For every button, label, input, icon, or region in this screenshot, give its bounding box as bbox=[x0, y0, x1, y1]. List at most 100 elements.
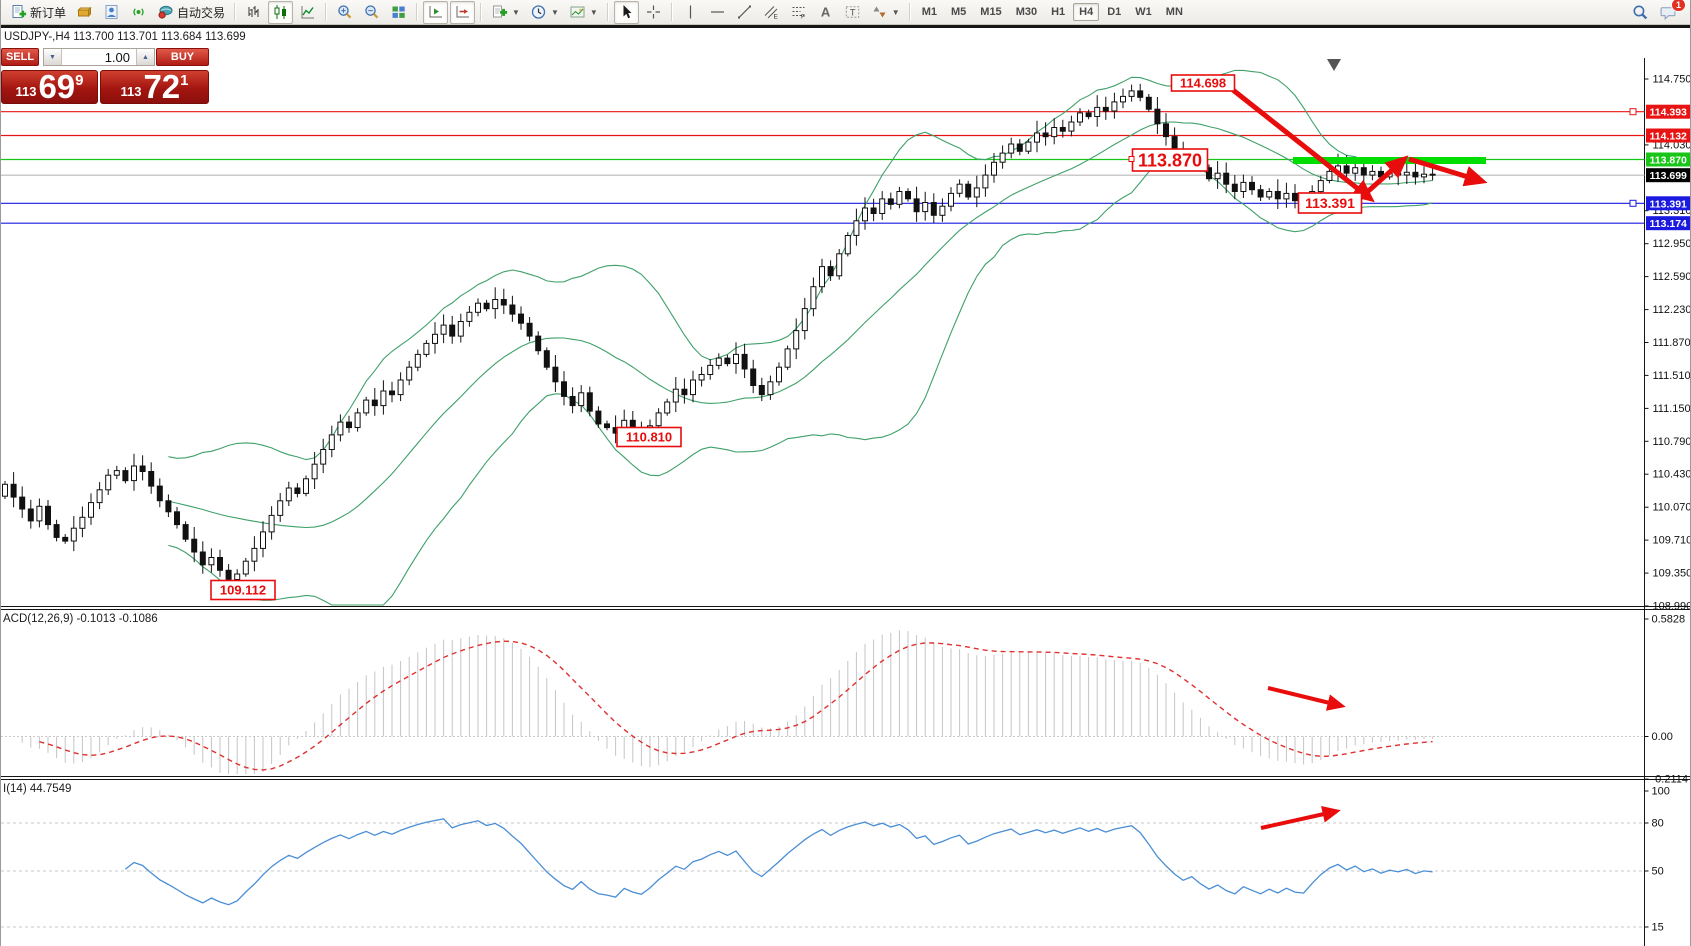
volume-increase-button[interactable]: ▲ bbox=[136, 49, 154, 65]
toolbar: 新订单 自动交易 ▼ ▼ ▼ E F A T ▼ M1 M5 M15 M30 H1 H4 D1 W1 MN 1 bbox=[1, 0, 1690, 25]
zoom-out-button[interactable] bbox=[359, 1, 384, 24]
chevron-down-icon[interactable]: ▼ bbox=[891, 7, 900, 17]
text-tool[interactable]: A bbox=[813, 1, 838, 24]
fibonacci-tool[interactable]: F bbox=[786, 1, 811, 24]
svg-text:112.230: 112.230 bbox=[1653, 304, 1691, 316]
trendline-tool[interactable] bbox=[732, 1, 757, 24]
svg-text:113.391: 113.391 bbox=[1650, 198, 1688, 210]
arrows-tool[interactable]: ▼ bbox=[867, 1, 904, 24]
label-tool[interactable]: T bbox=[840, 1, 865, 24]
toolbar-separator bbox=[416, 3, 419, 21]
svg-text:80: 80 bbox=[1652, 818, 1664, 830]
chart-window-button[interactable] bbox=[72, 1, 97, 24]
svg-text:114.132: 114.132 bbox=[1650, 131, 1688, 143]
chart-shift-button[interactable] bbox=[423, 0, 449, 24]
timeframe-D1-button[interactable]: D1 bbox=[1107, 6, 1122, 18]
candlesticks bbox=[2, 83, 1436, 595]
toolbar-separator bbox=[325, 3, 328, 21]
notification-badge: 1 bbox=[1670, 0, 1686, 12]
toolbar-separator bbox=[480, 3, 483, 21]
search-icon bbox=[1633, 5, 1648, 19]
svg-text:110.810: 110.810 bbox=[626, 430, 672, 445]
horizontal-line-tool[interactable] bbox=[705, 1, 730, 24]
svg-text:111.510: 111.510 bbox=[1653, 370, 1691, 382]
periods-menu[interactable]: ▼ bbox=[526, 1, 563, 24]
svg-text:112.950: 112.950 bbox=[1653, 238, 1691, 250]
buy-price-sup: 1 bbox=[180, 72, 189, 89]
buy-price-prefix: 113 bbox=[120, 84, 142, 99]
channel-tool[interactable]: E bbox=[759, 1, 784, 24]
price-axis[interactable]: 114.750114.030113.310112.950112.590112.2… bbox=[1644, 74, 1691, 613]
notifications-button[interactable]: 1 bbox=[1655, 0, 1686, 24]
timeframe-M30-button[interactable]: M30 bbox=[1015, 6, 1038, 18]
toolbar-separator bbox=[908, 3, 911, 21]
buy-price-big: 72 bbox=[143, 68, 181, 105]
timeframe-M15-button[interactable]: M15 bbox=[980, 6, 1002, 18]
svg-text:109.710: 109.710 bbox=[1653, 535, 1691, 547]
template-icon bbox=[570, 6, 585, 18]
panel-borders bbox=[1, 58, 1690, 946]
svg-text:108.990: 108.990 bbox=[1653, 601, 1691, 613]
bollinger-bands bbox=[168, 69, 1433, 606]
sell-price-prefix: 113 bbox=[15, 84, 37, 99]
candlestick-chart-button[interactable] bbox=[268, 0, 294, 24]
toolbar-separator bbox=[670, 3, 673, 21]
templates-menu[interactable]: ▼ bbox=[565, 1, 602, 24]
timeframe-M1-button[interactable]: M1 bbox=[921, 6, 937, 18]
sell-quote-panel[interactable]: 113 69 9 bbox=[1, 70, 98, 104]
line-chart-icon bbox=[301, 6, 315, 19]
chevron-down-icon[interactable]: ▼ bbox=[512, 7, 520, 17]
chart-canvas[interactable]: 114.750 114.030 113.310 112.950 112.590 112.2… bbox=[1, 28, 1691, 946]
svg-text:15: 15 bbox=[1652, 922, 1664, 934]
zoom-in-button[interactable] bbox=[332, 1, 357, 24]
tile-windows-button[interactable] bbox=[386, 1, 411, 24]
buy-button[interactable]: BUY bbox=[156, 48, 209, 66]
toolbar-separator bbox=[606, 3, 609, 21]
profile-button[interactable] bbox=[99, 1, 124, 24]
text-icon: A bbox=[821, 5, 831, 20]
crosshair-tool[interactable] bbox=[641, 1, 666, 24]
buy-quote-panel[interactable]: 113 72 1 bbox=[100, 70, 209, 104]
auto-scroll-button[interactable] bbox=[450, 0, 476, 24]
timeframe-M5-button[interactable]: M5 bbox=[951, 6, 967, 18]
trend-arrows[interactable] bbox=[1231, 88, 1488, 830]
new-order-button[interactable]: 新订单 bbox=[6, 1, 70, 24]
cursor-tool[interactable] bbox=[613, 0, 639, 24]
sell-button[interactable]: SELL bbox=[1, 48, 39, 66]
timeframe-MN-button[interactable]: MN bbox=[1165, 6, 1183, 18]
svg-text:0.5828: 0.5828 bbox=[1652, 614, 1686, 626]
timeframe-H4-button[interactable]: H4 bbox=[1073, 3, 1100, 21]
zoom-in-icon bbox=[338, 5, 352, 19]
svg-text:T: T bbox=[849, 8, 855, 19]
svg-text:ACD(12,26,9) -0.1013 -0.1086: ACD(12,26,9) -0.1013 -0.1086 bbox=[3, 613, 158, 625]
volume-decrease-button[interactable]: ▼ bbox=[44, 49, 62, 65]
chart-window-icon bbox=[77, 6, 92, 18]
bars-chart-icon bbox=[248, 6, 259, 17]
chevron-down-icon[interactable]: ▼ bbox=[550, 7, 559, 17]
sell-price-sup: 9 bbox=[75, 72, 84, 89]
vertical-line-tool[interactable] bbox=[678, 1, 703, 24]
volume-input[interactable]: 1.00 bbox=[104, 49, 130, 65]
price-labels[interactable]: 114.698 113.870 113.391 110.810 109.112 bbox=[210, 74, 1363, 601]
chevron-down-icon[interactable]: ▼ bbox=[589, 7, 598, 17]
toolbar-right: 1 bbox=[1626, 0, 1690, 24]
line-chart-button[interactable] bbox=[295, 1, 320, 24]
svg-text:A: A bbox=[821, 5, 831, 20]
fibo-icon: F bbox=[792, 7, 805, 20]
auto-trading-button[interactable]: 自动交易 bbox=[153, 1, 229, 24]
chart-window: 114.750 114.030 113.310 112.950 112.590 112.2… bbox=[1, 25, 1691, 946]
bars-chart-button[interactable] bbox=[241, 1, 266, 24]
autotrade-icon bbox=[158, 5, 173, 19]
chart-title: USDJPY-,H4 113.700 113.701 113.684 113.6… bbox=[4, 31, 246, 43]
svg-text:110.070: 110.070 bbox=[1653, 502, 1691, 514]
indicators-menu[interactable]: ▼ bbox=[487, 1, 524, 24]
channel-icon: E bbox=[764, 6, 778, 20]
volume-stepper: ▼ 1.00 ▲ bbox=[43, 48, 155, 66]
svg-text:114.393: 114.393 bbox=[1650, 107, 1688, 119]
signals-button[interactable] bbox=[126, 1, 151, 24]
svg-text:114.750: 114.750 bbox=[1653, 74, 1691, 86]
search-button[interactable] bbox=[1627, 1, 1653, 24]
svg-text:113.174: 113.174 bbox=[1650, 218, 1688, 230]
timeframe-W1-button[interactable]: W1 bbox=[1135, 6, 1152, 18]
timeframe-H1-button[interactable]: H1 bbox=[1051, 6, 1066, 18]
